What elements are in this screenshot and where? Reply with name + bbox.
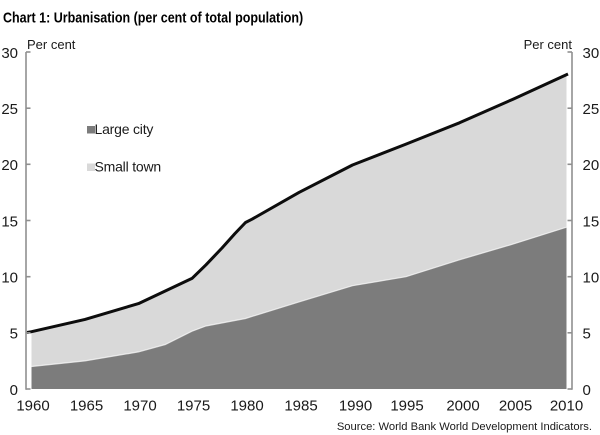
svg-text:20: 20 <box>1 157 18 174</box>
svg-text:10: 10 <box>1 270 18 287</box>
svg-text:15: 15 <box>1 213 18 230</box>
svg-text:5: 5 <box>10 326 18 343</box>
svg-text:Large city: Large city <box>95 121 154 137</box>
svg-text:1965: 1965 <box>70 398 103 415</box>
svg-text:2010: 2010 <box>550 398 583 415</box>
svg-text:30: 30 <box>1 45 18 62</box>
svg-text:25: 25 <box>583 101 600 118</box>
svg-text:15: 15 <box>583 213 600 230</box>
svg-text:Small town: Small town <box>95 159 161 175</box>
svg-text:20: 20 <box>583 157 600 174</box>
svg-text:Chart 1: Urbanisation (per cen: Chart 1: Urbanisation (per cent of total… <box>3 8 303 25</box>
svg-text:1975: 1975 <box>177 398 210 415</box>
svg-text:0: 0 <box>583 382 591 399</box>
svg-text:2000: 2000 <box>446 398 479 415</box>
svg-text:1970: 1970 <box>123 398 156 415</box>
svg-text:Source: World Bank World Devel: Source: World Bank World Development Ind… <box>337 421 592 433</box>
svg-text:1980: 1980 <box>230 398 263 415</box>
svg-text:10: 10 <box>583 270 600 287</box>
svg-text:Per cent: Per cent <box>27 37 76 52</box>
svg-text:Per cent: Per cent <box>524 37 573 52</box>
svg-text:1990: 1990 <box>339 398 372 415</box>
svg-text:25: 25 <box>1 101 18 118</box>
svg-text:0: 0 <box>10 382 18 399</box>
svg-text:2005: 2005 <box>499 398 532 415</box>
svg-text:5: 5 <box>583 326 591 343</box>
svg-text:1995: 1995 <box>390 398 423 415</box>
svg-text:1960: 1960 <box>16 398 49 415</box>
svg-text:1985: 1985 <box>284 398 317 415</box>
svg-text:30: 30 <box>583 45 600 62</box>
